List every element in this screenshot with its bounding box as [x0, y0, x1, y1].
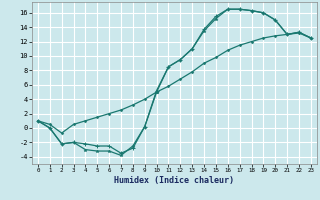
- X-axis label: Humidex (Indice chaleur): Humidex (Indice chaleur): [115, 176, 234, 185]
